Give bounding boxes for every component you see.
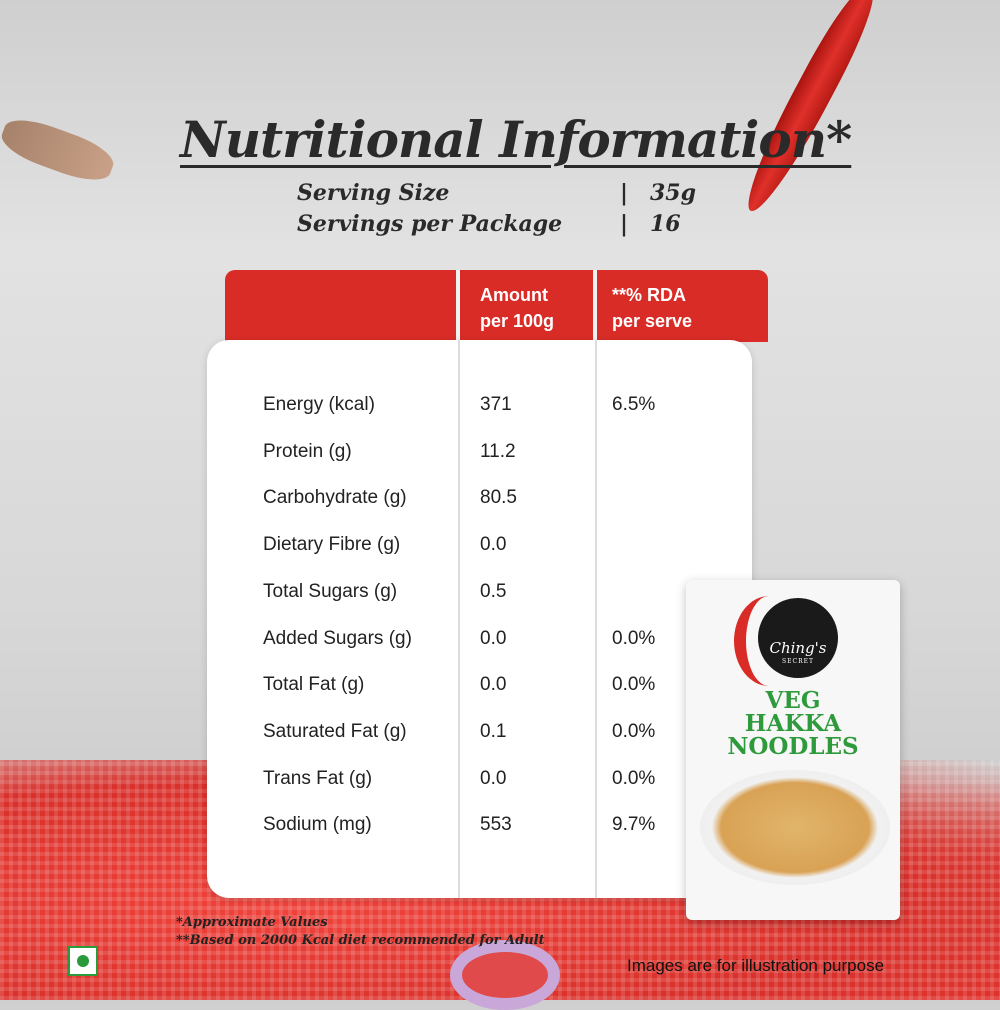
rda-value: 0.0%	[612, 767, 656, 789]
table-row: Carbohydrate (g) 80.5	[207, 487, 752, 517]
rda-value: 0.0%	[612, 674, 656, 696]
amount-value: 0.0	[480, 767, 507, 789]
nutrient-label: Protein (g)	[263, 440, 352, 462]
serving-size-value: 35g	[650, 180, 696, 206]
nutrition-table: Energy (kcal) 371 6.5% Protein (g) 11.2 Carbo…	[207, 340, 752, 898]
serving-size-label: Serving Size	[297, 180, 450, 206]
nutrient-label: Energy (kcal)	[263, 394, 375, 415]
ginger-decoration	[0, 111, 119, 189]
table-row: Dietary Fibre (g) 0.0	[207, 534, 752, 564]
table-row: Energy (kcal) 371 6.5%	[207, 394, 752, 424]
amount-value: 0.0	[480, 674, 507, 696]
product-name-line3: NOODLES	[727, 733, 859, 760]
nutrient-label: Sodium (mg)	[263, 814, 372, 836]
amount-value: 11.2	[480, 440, 516, 462]
nutrient-label: Saturated Fat (g)	[263, 720, 407, 742]
nutrient-label: Total Sugars (g)	[263, 580, 398, 602]
page-title: Nutritional Information*	[180, 110, 852, 169]
table-row: Total Sugars (g) 0.5	[207, 581, 752, 611]
amount-value: 0.0	[480, 534, 507, 556]
amount-value: 553	[480, 814, 512, 836]
brand-name: Ching's	[769, 639, 827, 657]
nutrient-label: Dietary Fibre (g)	[263, 534, 401, 556]
servings-per-package-value: 16	[650, 211, 681, 237]
header-amount-line1: Amount	[480, 285, 548, 305]
rda-value: 0.0%	[612, 720, 656, 742]
header-rda-line1: **% RDA	[612, 285, 687, 305]
product-name-line1: VEG	[765, 687, 821, 714]
divider	[456, 270, 460, 342]
brand-sub: SECRET	[782, 658, 814, 665]
rda-value: 6.5%	[612, 394, 656, 415]
rda-value: 9.7%	[612, 814, 656, 836]
divider	[593, 270, 597, 342]
nutrient-label: Trans Fat (g)	[263, 767, 373, 789]
header-amount-line2: per 100g	[480, 311, 555, 331]
nutrient-label: Added Sugars (g)	[263, 627, 412, 649]
nutrient-label: Total Fat (g)	[263, 674, 365, 696]
amount-value: 371	[480, 394, 512, 415]
footnote-rda: **Based on 2000 Kcal diet recommended fo…	[176, 933, 545, 948]
separator: |	[620, 211, 629, 237]
table-row: Saturated Fat (g) 0.1 0.0%	[207, 721, 752, 751]
noodle-bowl-image	[700, 770, 890, 885]
header-amount: Amount per 100g	[480, 282, 554, 334]
amount-value: 80.5	[480, 487, 517, 509]
rda-value: 0.0%	[612, 627, 656, 649]
brand-logo: Ching's SECRET	[758, 598, 838, 678]
table-header: Amount per 100g **% RDA per serve	[225, 270, 768, 342]
servings-per-package-label: Servings per Package	[297, 211, 563, 237]
table-row: Added Sugars (g) 0.0 0.0%	[207, 628, 752, 658]
amount-value: 0.0	[480, 627, 507, 649]
table-row: Total Fat (g) 0.0 0.0%	[207, 674, 752, 704]
table-row: Sodium (mg) 553 9.7%	[207, 814, 752, 844]
divider	[595, 340, 597, 898]
footnote-approx: *Approximate Values	[176, 915, 328, 930]
veg-mark-icon	[68, 946, 98, 976]
header-rda-line2: per serve	[612, 311, 693, 331]
table-row: Protein (g) 11.2	[207, 441, 752, 471]
disclaimer: Images are for illustration purpose	[627, 956, 885, 975]
divider	[458, 340, 460, 898]
header-rda: **% RDA per serve	[612, 282, 692, 334]
product-name-line2: HAKKA	[744, 710, 842, 737]
nutrient-label: Carbohydrate (g)	[263, 487, 407, 509]
table-row: Trans Fat (g) 0.0 0.0%	[207, 768, 752, 798]
amount-value: 0.1	[480, 720, 507, 742]
amount-value: 0.5	[480, 580, 507, 602]
separator: |	[620, 180, 629, 206]
product-package-image: Ching's SECRET VEG HAKKA NOODLES	[686, 580, 900, 920]
